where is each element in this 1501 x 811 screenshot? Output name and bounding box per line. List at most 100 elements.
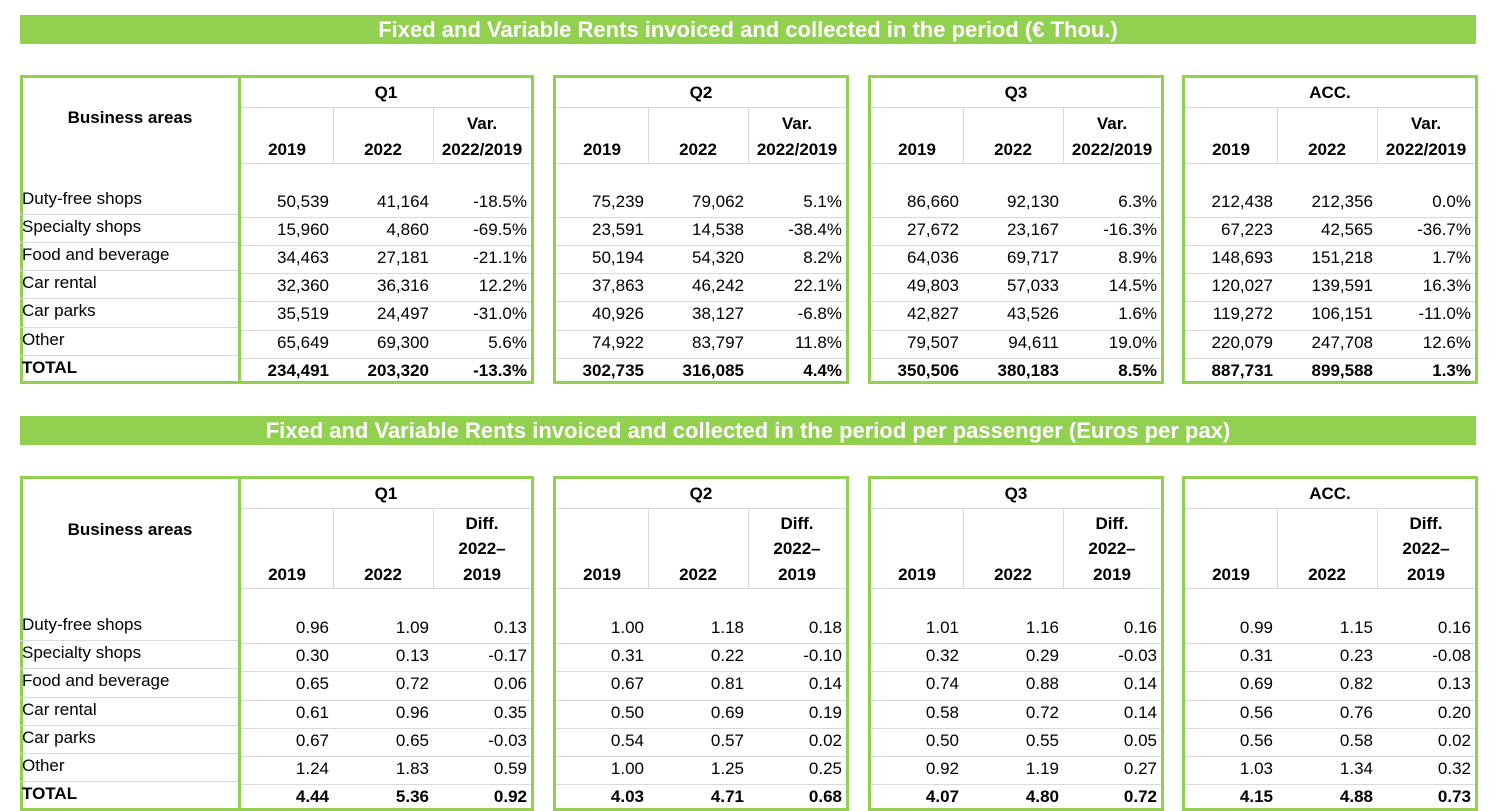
table-cell: 0.50 (925, 731, 959, 750)
table-cell: 15,960 (277, 220, 329, 239)
table-cell: 0.32 (1437, 759, 1471, 778)
table-cell: 46,242 (692, 276, 744, 295)
table-cell: 36,316 (377, 276, 429, 295)
table-cell: 139,591 (1311, 276, 1373, 295)
quarter-header: Q3 (871, 78, 1161, 108)
quarter-block: Q2 2019 2022 Diff. 2022– 2019 1.00 1.18 0.18 0.31… (553, 476, 849, 811)
table-cell: 0.20 (1437, 703, 1471, 722)
total-cell: 4.07 (925, 787, 959, 806)
col-header-variation: 2022/2019 (756, 140, 838, 159)
row-divider (871, 330, 1161, 331)
row-divider (1185, 217, 1475, 218)
table-cell: 0.72 (1025, 703, 1059, 722)
quarter-block: Q3 2019 2022 Var. 2022/2019 86,660 92,130 6.3% 2… (868, 75, 1164, 384)
total-cell: 4.80 (1025, 787, 1059, 806)
col-header-variation: Var. (1410, 114, 1442, 133)
col-header-2019: 2019 (268, 565, 306, 584)
quarter-block: Q1 2019 2022 Diff. 2022– 2019 0.96 1.09 0.13 0.30… (238, 476, 534, 811)
table-cell: 0.05 (1123, 731, 1157, 750)
row-divider (20, 781, 238, 782)
table-cell: 0.02 (1437, 731, 1471, 750)
table-cell: 151,218 (1311, 248, 1373, 267)
row-divider (1185, 273, 1475, 274)
total-cell: -13.3% (473, 361, 527, 380)
table-cell: 50,539 (277, 192, 329, 211)
table-cell: 34,463 (277, 248, 329, 267)
table-cell: 0.30 (295, 646, 329, 665)
frame-top-line (20, 75, 240, 77)
table-cell: 16.3% (1422, 276, 1471, 295)
row-divider (871, 756, 1161, 757)
col-divider (1377, 107, 1378, 163)
quarter-header: Q3 (871, 479, 1161, 509)
row-divider (241, 700, 531, 701)
table-cell: 74,922 (592, 333, 644, 352)
col-header-variation: 2019 (463, 565, 501, 584)
row-divider (241, 671, 531, 672)
col-header-2019: 2019 (268, 140, 306, 159)
table-cell: 1.34 (1339, 759, 1373, 778)
table-cell: 0.16 (1437, 618, 1471, 637)
table-cell: 0.74 (925, 674, 959, 693)
table-cell: 0.67 (295, 731, 329, 750)
table1-title-banner: Fixed and Variable Rents invoiced and co… (20, 15, 1476, 44)
row-divider (1185, 671, 1475, 672)
col-divider (1063, 508, 1064, 588)
col-header-2019: 2019 (583, 565, 621, 584)
col-divider (1377, 508, 1378, 588)
total-cell: 0.72 (1123, 787, 1157, 806)
col-header-variation: Diff. (1095, 514, 1129, 533)
table-cell: 0.72 (395, 674, 429, 693)
quarter-block: Q3 2019 2022 Diff. 2022– 2019 1.01 1.16 0.16 0.32… (868, 476, 1164, 811)
table-cell: 1.19 (1025, 759, 1059, 778)
table-cell: 54,320 (692, 248, 744, 267)
table-cell: 120,027 (1211, 276, 1273, 295)
col-header-2022: 2022 (1308, 565, 1346, 584)
table-cell: 0.16 (1123, 618, 1157, 637)
table-cell: 79,062 (692, 192, 744, 211)
total-cell: 1.3% (1432, 361, 1471, 380)
quarter-header: Q2 (556, 479, 846, 509)
col-header-variation: 2022– (773, 539, 821, 558)
col-divider (1277, 107, 1278, 163)
total-row-label: TOTAL (22, 784, 78, 803)
table-cell: 14,538 (692, 220, 744, 239)
table-cell: 0.32 (925, 646, 959, 665)
row-divider (241, 301, 531, 302)
table-cell: 0.31 (1239, 646, 1273, 665)
row-divider (1185, 784, 1475, 785)
col-header-2022: 2022 (679, 140, 717, 159)
col-header-2019: 2019 (583, 140, 621, 159)
row-label: Specialty shops (22, 643, 142, 662)
total-cell: 4.71 (710, 787, 744, 806)
table-cell: 1.7% (1432, 248, 1471, 267)
table-cell: 220,079 (1211, 333, 1273, 352)
row-divider (871, 643, 1161, 644)
table-cell: 1.24 (295, 759, 329, 778)
total-cell: 4.03 (610, 787, 644, 806)
table-cell: 0.25 (808, 759, 842, 778)
row-divider (241, 784, 531, 785)
row-divider (556, 330, 846, 331)
row-divider (556, 301, 846, 302)
table-cell: 1.01 (925, 618, 959, 637)
table-cell: 40,926 (592, 304, 644, 323)
table-cell: -69.5% (473, 220, 527, 239)
col-header-2022: 2022 (1308, 140, 1346, 159)
table-cell: 79,507 (907, 333, 959, 352)
col-divider (648, 107, 649, 163)
col-header-2019: 2019 (1212, 140, 1250, 159)
row-divider (241, 330, 531, 331)
row-label: Car rental (22, 273, 97, 292)
col-header-variation: 2019 (1093, 565, 1131, 584)
col-divider (1063, 107, 1064, 163)
table-cell: -0.17 (488, 646, 527, 665)
col-header-variation: 2022/2019 (1071, 140, 1153, 159)
total-cell: 380,183 (997, 361, 1059, 380)
row-label: Car parks (22, 728, 96, 747)
row-divider (241, 728, 531, 729)
table-cell: 1.09 (395, 618, 429, 637)
table-cell: -18.5% (473, 192, 527, 211)
table-cell: 1.03 (1239, 759, 1273, 778)
table-cell: 0.19 (808, 703, 842, 722)
